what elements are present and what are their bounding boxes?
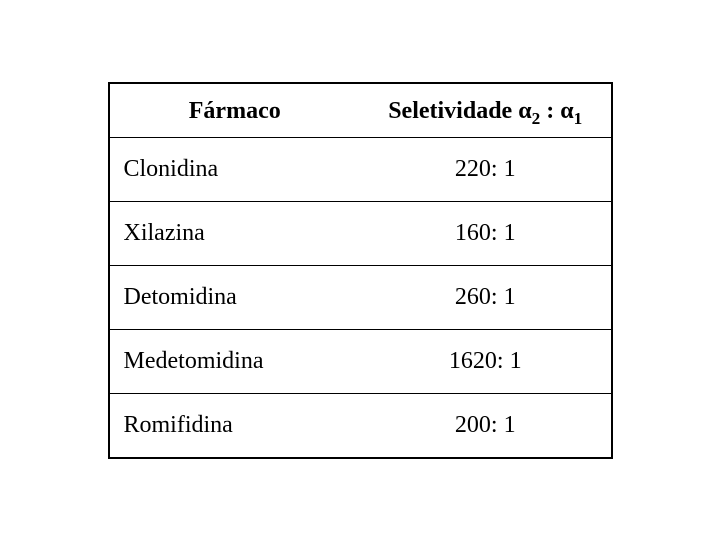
value-cell: 260: 1 <box>360 265 611 329</box>
table-row: Medetomidina 1620: 1 <box>110 329 611 393</box>
drug-cell: Romifidina <box>110 393 361 457</box>
drug-cell: Xilazina <box>110 201 361 265</box>
table-header-row: Fármaco Seletividade α2 : α1 <box>110 84 611 138</box>
selectivity-table-container: Fármaco Seletividade α2 : α1 Clonidina 2… <box>108 82 613 459</box>
table-row: Xilazina 160: 1 <box>110 201 611 265</box>
value-cell: 220: 1 <box>360 137 611 201</box>
header-selectivity: Seletividade α2 : α1 <box>360 84 611 138</box>
drug-cell: Detomidina <box>110 265 361 329</box>
value-cell: 200: 1 <box>360 393 611 457</box>
table-row: Clonidina 220: 1 <box>110 137 611 201</box>
header-selectivity-prefix: Seletividade <box>388 98 518 124</box>
subscript-1: 1 <box>574 108 583 127</box>
table-row: Detomidina 260: 1 <box>110 265 611 329</box>
alpha-symbol-2: α <box>518 98 531 124</box>
value-cell: 1620: 1 <box>360 329 611 393</box>
header-drug: Fármaco <box>110 84 361 138</box>
drug-cell: Clonidina <box>110 137 361 201</box>
subscript-2: 2 <box>532 108 541 127</box>
drug-cell: Medetomidina <box>110 329 361 393</box>
table-row: Romifidina 200: 1 <box>110 393 611 457</box>
value-cell: 160: 1 <box>360 201 611 265</box>
alpha-symbol-1: α <box>560 98 573 124</box>
header-colon: : <box>540 98 560 124</box>
header-drug-label: Fármaco <box>189 98 281 124</box>
selectivity-table: Fármaco Seletividade α2 : α1 Clonidina 2… <box>110 84 611 457</box>
